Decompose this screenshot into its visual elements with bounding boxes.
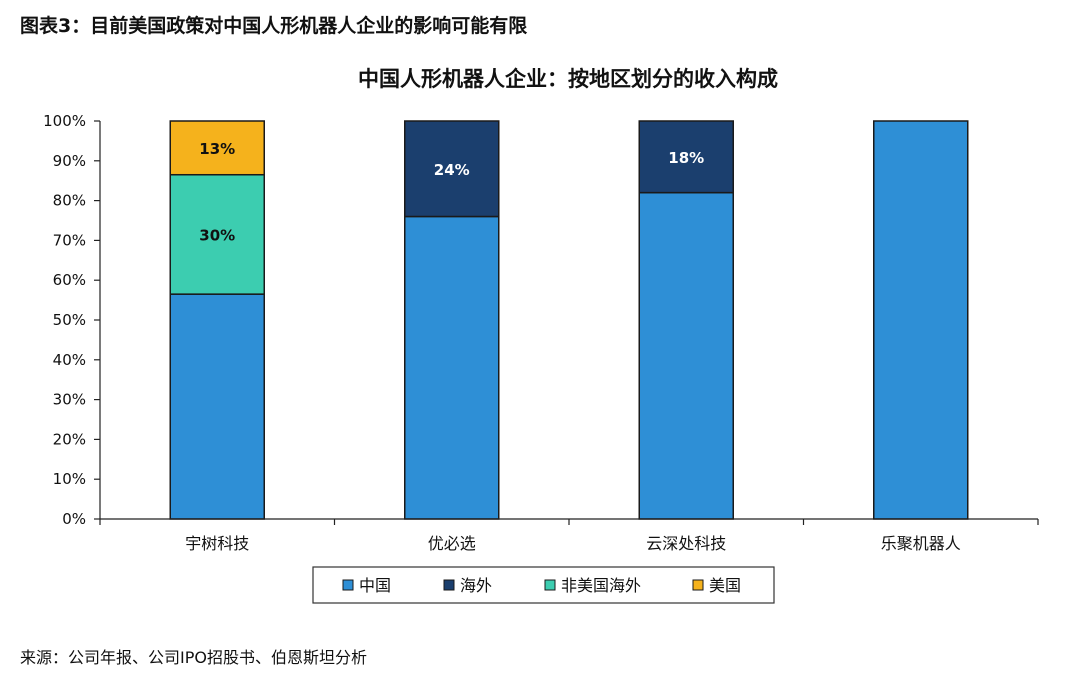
legend-swatch [692,579,704,591]
y-tick-label: 60% [53,271,86,289]
legend-label: 中国 [359,576,391,595]
legend-label: 海外 [460,576,492,595]
y-tick-label: 100% [43,112,86,130]
legend-swatch [443,579,455,591]
data-label: 18% [668,149,704,167]
stacked-bar-chart: 中国人形机器人企业：按地区划分的收入构成 0% 10% 20% 30% 40% 50% 60… [43,67,1039,604]
y-tick-label: 70% [53,231,86,249]
y-tick-label: 40% [53,351,86,369]
bar-segment [873,120,969,520]
category-label: 云深处科技 [646,534,726,553]
bar-segment [404,120,500,218]
data-label: 13% [199,140,235,158]
y-tick-label: 30% [53,391,86,409]
y-tick-label: 20% [53,430,86,448]
x-axis: 宇树科技 优必选 云深处科技 乐聚机器人 [99,518,1039,553]
bar-segment [404,215,500,520]
data-label: 30% [199,226,235,244]
category-label: 优必选 [428,534,476,553]
category-label: 乐聚机器人 [881,534,961,553]
legend: 中国 海外 非美国海外 美国 [312,566,775,604]
legend-swatch [544,579,556,591]
legend-swatch [342,579,354,591]
chart-title: 中国人形机器人企业：按地区划分的收入构成 [358,67,778,91]
category-label: 宇树科技 [185,534,249,553]
bar-segment [638,120,734,194]
source-note: 来源：公司年报、公司IPO招股书、伯恩斯坦分析 [20,648,367,667]
y-tick-label: 50% [53,311,86,329]
y-tick-label: 10% [53,470,86,488]
y-axis: 0% 10% 20% 30% 40% 50% 60% 70% 80% 90% 100% [43,112,101,528]
bar-segment [169,120,265,176]
data-label: 24% [434,161,470,179]
y-tick-label: 80% [53,192,86,210]
figure-title: 图表3：目前美国政策对中国人形机器人企业的影响可能有限 [20,15,528,37]
legend-label: 美国 [709,576,741,595]
bar-segment [169,293,265,520]
bar-segment [638,191,734,520]
y-tick-label: 0% [62,510,86,528]
bars: 30% 13% 24% 18% [169,120,969,520]
legend-label: 非美国海外 [561,576,641,595]
y-tick-label: 90% [53,152,86,170]
